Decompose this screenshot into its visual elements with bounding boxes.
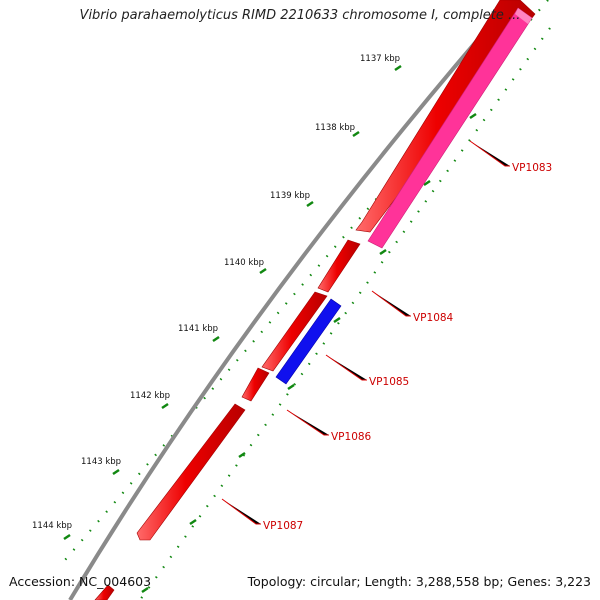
gene-arrow-VP1083-highlight [515, 8, 532, 24]
scale-labels: 1137 kbp 1138 kbp 1139 kbp 1140 kbp 1141… [32, 54, 400, 531]
gene-arrow-VP1083[interactable] [367, 7, 533, 249]
scale-label: 1144 kbp [32, 521, 72, 531]
scale-label: 1142 kbp [130, 391, 170, 401]
map-title: Vibrio parahaemolyticus RIMD 2210633 chr… [79, 8, 521, 23]
gene-arrow-VP1086[interactable] [261, 291, 328, 372]
gene-arrow-VP1084[interactable] [317, 239, 361, 293]
gene-arrow-VP1087[interactable] [136, 403, 246, 541]
scale-label: 1143 kbp [81, 457, 121, 467]
scale-label: 1140 kbp [224, 258, 264, 268]
gene-label-VP1086[interactable]: VP1086 [331, 431, 372, 443]
label-leader-lines [221, 140, 510, 525]
gene-label-VP1085[interactable]: VP1085 [369, 376, 409, 388]
gene-labels: VP1083 VP1084 VP1085 VP1086 VP1087 [263, 162, 552, 532]
gene-label-VP1084[interactable]: VP1084 [413, 312, 454, 324]
scale-label: 1137 kbp [360, 54, 400, 64]
inner-scale-ring [139, 27, 551, 600]
scale-label: 1138 kbp [315, 123, 355, 133]
scale-label: 1141 kbp [178, 324, 218, 334]
chromosome-backbone [68, 0, 514, 600]
inner-major-ticks [141, 112, 477, 594]
gene-arrow-lower[interactable] [94, 584, 115, 600]
gene-arrow-VP1085[interactable] [275, 298, 342, 385]
genome-summary: Topology: circular; Length: 3,288,558 bp… [247, 574, 591, 589]
scale-label: 1139 kbp [270, 191, 310, 201]
accession-label: Accession: NC_004603 [9, 574, 152, 589]
gene-arrow-VP1086b[interactable] [241, 367, 270, 402]
gene-label-VP1087[interactable]: VP1087 [263, 520, 303, 532]
gene-label-VP1083[interactable]: VP1083 [512, 162, 552, 174]
outer-major-ticks [63, 64, 402, 541]
reverse-strand-genes [275, 7, 533, 385]
